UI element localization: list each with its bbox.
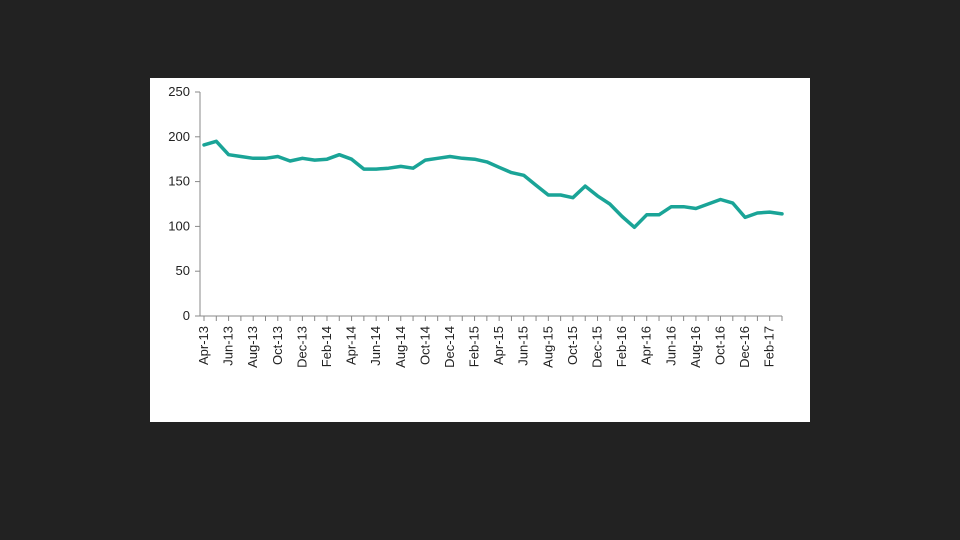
series-line-0 [202, 139, 784, 230]
y-tick-label: 50 [176, 263, 190, 278]
x-tick-label: Apr-15 [491, 326, 506, 365]
x-tick-label: Jun-15 [516, 326, 531, 366]
y-tick-label: 150 [168, 174, 190, 189]
chart-panel: 0 50 100 150 200 250 Apr-13 Jun-13 Aug-13 Oct-13… [150, 78, 810, 422]
x-tick-label: Apr-13 [196, 326, 211, 365]
x-tick-label: Aug-15 [540, 326, 555, 368]
x-tick-label: Oct-16 [713, 326, 728, 365]
x-tick-label: Dec-14 [442, 326, 457, 368]
x-tick-label: Feb-16 [614, 326, 629, 367]
x-tick-label: Jun-13 [221, 326, 236, 366]
x-tick-label: Aug-14 [393, 326, 408, 368]
x-tick-label: Oct-13 [270, 326, 285, 365]
x-tick-label: Aug-13 [245, 326, 260, 368]
x-tick-label: Jun-16 [663, 326, 678, 366]
x-axis: Apr-13 Jun-13 Aug-13 Oct-13 Dec-13 Feb-14 Apr-… [196, 315, 783, 368]
x-tick-label: Feb-17 [762, 326, 777, 367]
x-tick-label: Oct-14 [417, 326, 432, 365]
x-tick-label: Feb-15 [467, 326, 482, 367]
y-tick-label: 250 [168, 84, 190, 99]
y-tick-label: 200 [168, 129, 190, 144]
x-tick-label: Apr-16 [639, 326, 654, 365]
x-tick-label: Dec-13 [294, 326, 309, 368]
x-tick-label: Dec-16 [737, 326, 752, 368]
x-tick-label: Dec-15 [590, 326, 605, 368]
x-tick-label: Feb-14 [319, 326, 334, 367]
x-tick-label: Aug-16 [688, 326, 703, 368]
x-tick-label: Jun-14 [368, 326, 383, 366]
y-tick-label: 0 [183, 308, 190, 323]
y-tick-label: 100 [168, 218, 190, 233]
x-tick-label: Oct-15 [565, 326, 580, 365]
series-layer [202, 139, 784, 230]
y-axis: 0 50 100 150 200 250 [168, 84, 201, 323]
line-chart: 0 50 100 150 200 250 Apr-13 Jun-13 Aug-13 Oct-13… [168, 84, 784, 368]
x-tick-label: Apr-14 [344, 326, 359, 365]
